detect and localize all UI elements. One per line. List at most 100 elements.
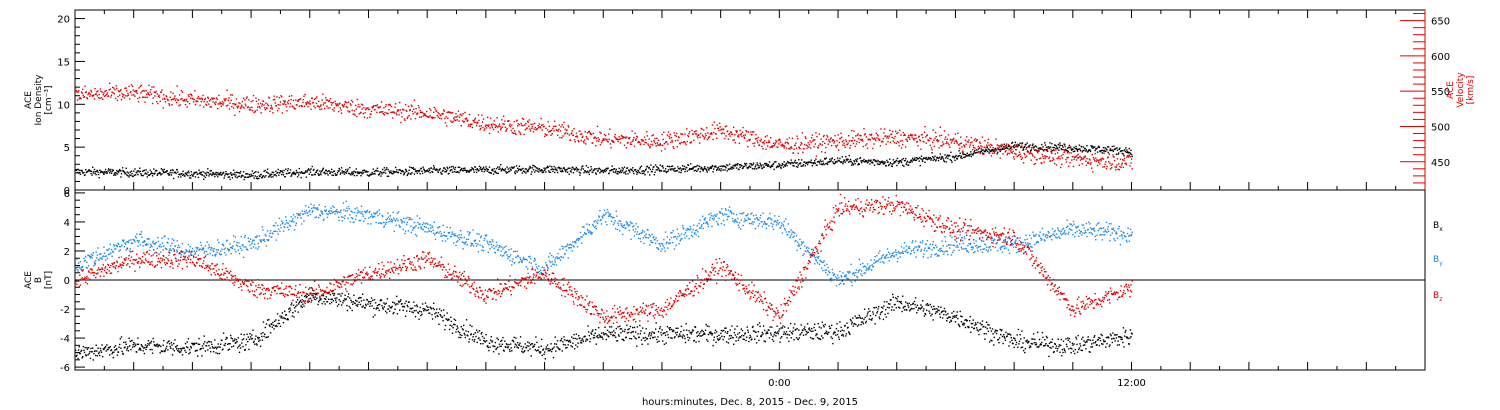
density-point	[161, 173, 163, 175]
density-point	[271, 171, 273, 173]
velocity-point	[383, 114, 386, 116]
bx-point	[443, 314, 445, 317]
velocity-point	[667, 143, 669, 145]
density-point	[693, 166, 695, 168]
bx-point	[306, 296, 308, 298]
density-point	[677, 168, 680, 170]
bx-point	[164, 349, 167, 351]
density-point	[916, 157, 918, 159]
bx-point	[509, 343, 512, 345]
bx-point	[740, 336, 742, 338]
bx-point	[568, 341, 570, 343]
bx-point	[615, 336, 617, 338]
density-point	[546, 165, 549, 167]
bx-point	[673, 330, 675, 332]
density-point	[257, 171, 259, 173]
velocity-point	[733, 126, 735, 129]
velocity-point	[370, 110, 373, 113]
bx-point	[349, 307, 352, 309]
density-point	[760, 165, 762, 167]
density-point	[532, 164, 534, 167]
velocity-point	[444, 122, 447, 124]
density-point	[927, 156, 930, 159]
density-point	[684, 168, 687, 171]
bx-point	[711, 334, 713, 336]
velocity-point	[677, 139, 679, 141]
bx-point	[454, 319, 457, 321]
density-point	[133, 170, 135, 172]
velocity-point	[603, 133, 606, 136]
density-point	[389, 171, 391, 174]
magnetic-field-points	[75, 193, 1133, 361]
velocity-point	[1110, 164, 1112, 166]
bx-point	[97, 347, 99, 349]
velocity-point	[779, 139, 781, 141]
density-point	[100, 170, 102, 172]
density-point	[99, 171, 102, 174]
density-point	[436, 168, 438, 170]
velocity-point	[1088, 162, 1090, 164]
density-point	[991, 149, 993, 151]
velocity-point	[836, 140, 838, 142]
velocity-point	[226, 89, 228, 91]
bx-point	[411, 311, 413, 313]
bx-point	[283, 317, 285, 319]
bx-point	[545, 348, 547, 350]
bx-point	[188, 349, 191, 351]
velocity-point	[288, 99, 290, 102]
bx-point	[529, 348, 531, 350]
bx-point	[175, 346, 177, 348]
density-point	[202, 171, 204, 173]
density-point	[451, 171, 454, 173]
velocity-point	[337, 105, 339, 107]
density-point	[173, 177, 175, 180]
density-point	[435, 169, 437, 171]
density-point	[150, 171, 153, 173]
bx-point	[573, 333, 575, 336]
density-point	[406, 174, 408, 177]
velocity-point	[587, 138, 589, 140]
density-point	[94, 172, 96, 175]
bx-point	[563, 339, 566, 341]
density-point	[683, 165, 686, 168]
density-point	[326, 170, 329, 173]
density-point	[170, 174, 173, 176]
velocity-point	[163, 97, 165, 99]
bx-point	[193, 342, 195, 345]
velocity-point	[420, 111, 422, 114]
velocity-point	[1061, 163, 1063, 166]
bx-point	[754, 338, 756, 340]
density-point	[306, 171, 308, 173]
velocity-point	[563, 133, 566, 135]
velocity-point	[1044, 155, 1046, 157]
bx-point	[592, 329, 594, 331]
bx-point	[733, 343, 735, 345]
density-point	[449, 170, 451, 172]
velocity-point	[872, 147, 874, 150]
velocity-point	[996, 144, 998, 146]
density-point	[463, 169, 465, 171]
density-point	[1042, 146, 1044, 148]
density-point	[401, 170, 404, 172]
velocity-point	[805, 137, 807, 139]
bx-point	[652, 336, 654, 339]
density-point	[518, 168, 520, 171]
bx-point	[635, 331, 637, 333]
density-point	[235, 171, 238, 173]
bx-point	[178, 351, 181, 354]
velocity-point	[139, 96, 141, 99]
velocity-point	[833, 140, 836, 142]
bx-point	[248, 348, 250, 351]
density-point	[212, 172, 215, 175]
bx-point	[143, 347, 145, 349]
velocity-point	[782, 145, 784, 147]
velocity-point	[1119, 165, 1121, 168]
velocity-point	[866, 143, 868, 145]
velocity-point	[390, 111, 392, 114]
velocity-point	[643, 143, 645, 146]
bx-point	[623, 330, 626, 333]
velocity-point	[728, 133, 730, 135]
velocity-point	[887, 141, 889, 143]
velocity-point	[569, 139, 572, 141]
velocity-point	[468, 123, 470, 126]
